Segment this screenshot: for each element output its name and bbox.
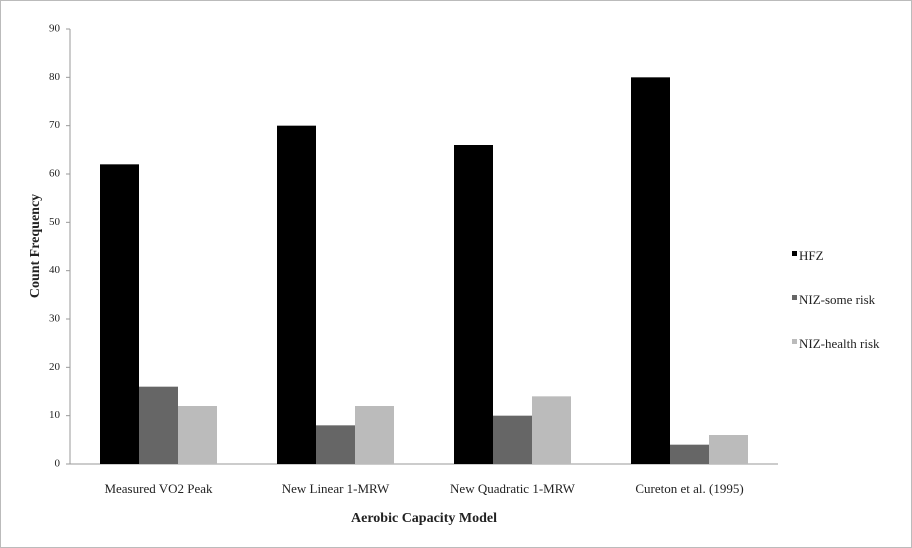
bar xyxy=(493,415,532,464)
y-tick-label: 50 xyxy=(49,216,61,228)
legend-swatch xyxy=(792,295,797,300)
y-tick-label: 90 xyxy=(49,23,61,35)
x-tick-label: New Quadratic 1-MRW xyxy=(450,481,576,496)
legend-swatch xyxy=(792,339,797,344)
legend-label: NIZ-some risk xyxy=(799,292,876,307)
x-tick-label: Cureton et al. (1995) xyxy=(635,481,743,496)
legend-label: HFZ xyxy=(799,248,824,263)
bar xyxy=(277,125,316,465)
bar xyxy=(316,425,355,464)
y-tick-label: 0 xyxy=(55,458,61,470)
bar xyxy=(631,77,670,464)
legend-label: NIZ-health risk xyxy=(799,336,880,351)
legend-swatch xyxy=(792,251,797,256)
y-tick-label: 30 xyxy=(49,313,61,325)
x-tick-label: New Linear 1-MRW xyxy=(282,481,390,496)
y-tick-label: 40 xyxy=(49,264,61,276)
x-axis-label: Aerobic Capacity Model xyxy=(351,511,497,526)
bar xyxy=(670,444,709,464)
y-axis-label: Count Frequency xyxy=(28,194,43,298)
bar xyxy=(709,435,748,464)
y-tick-label: 70 xyxy=(49,119,61,131)
y-tick-label: 10 xyxy=(49,409,61,421)
bar xyxy=(139,386,178,464)
x-tick-label: Measured VO2 Peak xyxy=(104,481,213,496)
bar xyxy=(532,396,571,464)
bar xyxy=(355,406,394,464)
y-tick-label: 20 xyxy=(49,361,61,373)
bar xyxy=(454,145,493,464)
bar xyxy=(100,164,139,465)
y-tick-label: 60 xyxy=(49,168,61,180)
bar xyxy=(178,406,217,464)
y-tick-label: 80 xyxy=(49,71,61,83)
